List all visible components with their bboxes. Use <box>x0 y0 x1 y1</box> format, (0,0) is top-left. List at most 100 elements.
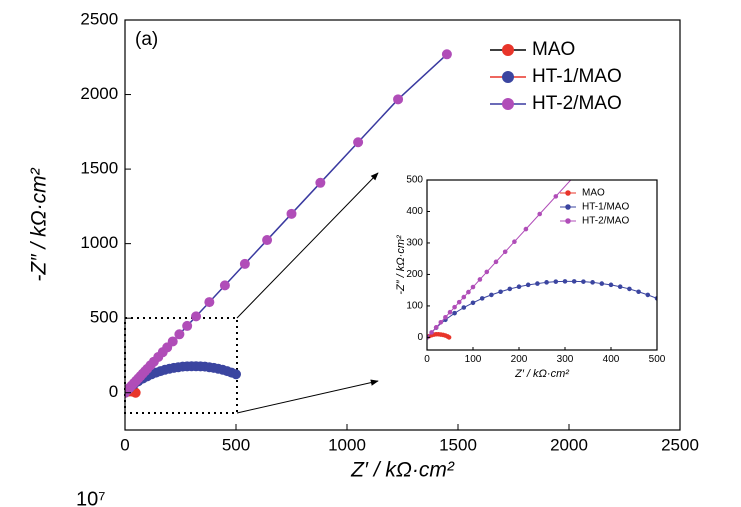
data-point <box>525 282 531 288</box>
data-point <box>477 277 483 282</box>
y-tick-label: 1500 <box>80 159 118 178</box>
data-point <box>447 309 453 315</box>
data-point <box>502 249 508 255</box>
legend-marker <box>565 204 571 210</box>
data-point <box>452 304 457 310</box>
data-point <box>553 279 559 284</box>
data-point <box>393 94 404 105</box>
data-point <box>461 305 467 310</box>
legend-marker <box>502 71 514 83</box>
y-tick-label: 100 <box>406 301 423 312</box>
data-point <box>516 284 522 290</box>
zoom-arrow <box>236 379 379 414</box>
y-tick-label: 2000 <box>80 84 118 103</box>
data-point <box>315 177 326 188</box>
data-point <box>441 49 452 60</box>
y-axis-label: -Z″ / kΩ·cm² <box>28 167 51 281</box>
y-tick-label: 300 <box>406 238 423 249</box>
y-tick-label: 2500 <box>80 9 118 28</box>
zoom-arrow <box>236 172 379 319</box>
data-point <box>645 292 651 298</box>
zoom-guides <box>124 172 379 414</box>
annotation: (a) <box>135 29 158 50</box>
data-point <box>479 296 485 301</box>
x-tick-label: 1000 <box>328 436 366 455</box>
y-tick-label: 500 <box>406 175 423 186</box>
data-point <box>286 208 297 219</box>
data-point <box>493 259 499 265</box>
data-point <box>167 336 178 347</box>
y-tick-label: 400 <box>406 206 423 217</box>
data-point <box>572 174 577 179</box>
cropped-text: 10⁷ <box>76 488 105 507</box>
data-point <box>456 299 462 305</box>
y-tick-label: 500 <box>90 308 118 327</box>
data-point <box>581 279 586 284</box>
data-point <box>470 300 476 306</box>
data-point <box>353 137 364 148</box>
data-point <box>535 281 540 286</box>
data-point <box>489 292 494 298</box>
y-tick-label: 0 <box>109 382 118 401</box>
x-tick-label: 500 <box>649 354 666 365</box>
legend-label: MAO <box>582 188 605 199</box>
y-tick-label: 0 <box>417 332 423 343</box>
x-tick-label: 2500 <box>661 436 699 455</box>
x-axis-label: Z′ / kΩ·cm² <box>514 368 569 380</box>
legend-label: HT-1/MAO <box>532 66 622 87</box>
data-point <box>599 281 605 286</box>
data-point <box>239 258 250 269</box>
x-tick-label: 0 <box>120 436 129 455</box>
y-tick-label: 200 <box>406 269 423 280</box>
legend-label: HT-1/MAO <box>582 202 629 213</box>
plot-frame <box>124 19 681 431</box>
legend-marker <box>502 44 514 56</box>
data-point <box>608 282 614 288</box>
inset-background <box>427 180 657 350</box>
data-point <box>438 319 444 325</box>
data-point <box>523 226 529 232</box>
legend-label: HT-2/MAO <box>582 216 629 227</box>
legend-marker <box>565 190 571 196</box>
data-point <box>484 269 490 275</box>
data-point <box>632 108 637 113</box>
legend-label: HT-2/MAO <box>532 93 622 114</box>
data-point <box>600 144 605 149</box>
chart: 0 500 1000 1500 2000 250005001000150020002500… <box>28 9 699 481</box>
data-point <box>174 329 185 340</box>
x-axis-label: Z′ / kΩ·cm² <box>350 458 455 481</box>
plot-area <box>125 49 452 398</box>
chart: 0 100 200 300 400 500 0 100 200 300 400 500 Z′ / kΩ·… <box>395 13 724 380</box>
data-point <box>571 279 577 284</box>
data-point <box>443 314 448 320</box>
data-point <box>182 320 193 331</box>
x-tick-label: 100 <box>465 354 482 365</box>
x-tick-label: 500 <box>222 436 250 455</box>
data-point <box>562 279 568 284</box>
legend-marker <box>502 98 514 110</box>
plot-area <box>427 13 724 340</box>
y-tick-label: 1000 <box>80 233 118 252</box>
data-point <box>219 280 230 291</box>
data-point <box>461 294 467 300</box>
x-tick-label: 200 <box>511 354 528 365</box>
data-point <box>429 330 434 335</box>
plot-frame <box>426 179 658 351</box>
data-point <box>507 286 513 292</box>
y-axis-label: -Z″ / kΩ·cm² <box>395 235 407 295</box>
data-point <box>446 335 452 340</box>
legend-marker <box>565 218 571 224</box>
data-point <box>719 13 724 18</box>
data-point <box>627 286 632 292</box>
data-point <box>512 239 517 245</box>
data-point <box>466 289 471 295</box>
data-point <box>231 369 241 380</box>
data-point <box>262 235 273 246</box>
data-point <box>673 63 678 68</box>
data-point <box>553 194 559 199</box>
data-point <box>590 280 595 285</box>
x-tick-label: 300 <box>557 354 574 365</box>
data-point <box>544 280 549 285</box>
data-point <box>617 284 623 290</box>
